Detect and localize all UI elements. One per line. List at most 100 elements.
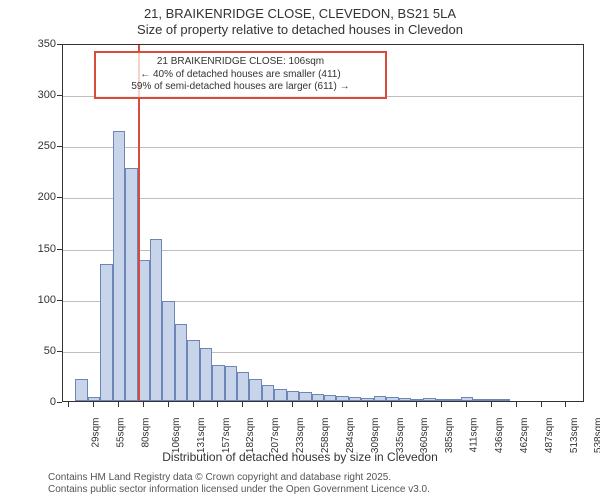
histogram-bar — [274, 389, 286, 401]
histogram-bar — [386, 397, 398, 401]
x-tick-mark — [391, 402, 392, 407]
annotation-line1: 21 BRAIKENRIDGE CLOSE: 106sqm — [102, 56, 378, 69]
y-tick-label: 200 — [38, 191, 56, 203]
annotation-line2: ← 40% of detached houses are smaller (41… — [102, 69, 378, 82]
y-tick-label: 250 — [38, 140, 56, 152]
footer-line1: Contains HM Land Registry data © Crown c… — [48, 472, 430, 484]
x-tick-mark — [491, 402, 492, 407]
histogram-bar — [249, 379, 261, 402]
x-tick-mark — [367, 402, 368, 407]
x-tick-mark — [416, 402, 417, 407]
x-tick-label: 513sqm — [569, 418, 580, 454]
x-tick-mark — [68, 402, 69, 407]
y-tick-label: 50 — [44, 345, 56, 357]
gridline — [63, 198, 583, 199]
x-tick-label: 182sqm — [245, 418, 256, 454]
x-tick-label: 309sqm — [370, 418, 381, 454]
histogram-bar — [423, 398, 435, 401]
x-tick-label: 80sqm — [140, 418, 151, 448]
x-tick-mark — [342, 402, 343, 407]
x-tick-mark — [466, 402, 467, 407]
x-tick-label: 335sqm — [395, 418, 406, 454]
histogram-bar — [312, 394, 324, 401]
x-tick-label: 487sqm — [544, 418, 555, 454]
histogram-bar — [200, 348, 212, 401]
x-tick-mark — [516, 402, 517, 407]
histogram-bar — [374, 396, 386, 401]
x-tick-label: 284sqm — [345, 418, 356, 454]
x-tick-mark — [267, 402, 268, 407]
y-tick-mark — [57, 300, 62, 301]
x-tick-mark — [541, 402, 542, 407]
y-tick-label: 300 — [38, 89, 56, 101]
footer-line2: Contains public sector information licen… — [48, 484, 430, 496]
chart-title-line2: Size of property relative to detached ho… — [0, 22, 600, 37]
x-tick-label: 106sqm — [171, 418, 182, 454]
y-tick-mark — [57, 351, 62, 352]
x-tick-mark — [317, 402, 318, 407]
histogram-bar — [75, 379, 87, 402]
histogram-bar — [100, 264, 112, 401]
y-tick-mark — [57, 44, 62, 45]
x-tick-mark — [143, 402, 144, 407]
histogram-bar — [399, 398, 411, 401]
y-tick-mark — [57, 95, 62, 96]
x-tick-label: 538sqm — [593, 418, 600, 454]
histogram-bar — [237, 372, 249, 401]
histogram-bar — [262, 385, 274, 401]
x-tick-mark — [441, 402, 442, 407]
x-tick-label: 360sqm — [419, 418, 430, 454]
histogram-bar — [113, 131, 125, 401]
x-tick-label: 233sqm — [295, 418, 306, 454]
plot-area: 21 BRAIKENRIDGE CLOSE: 106sqm← 40% of de… — [62, 44, 584, 402]
histogram-bar — [411, 399, 423, 401]
histogram-bar — [349, 397, 361, 401]
annotation-box: 21 BRAIKENRIDGE CLOSE: 106sqm← 40% of de… — [94, 51, 386, 99]
y-tick-label: 0 — [50, 396, 56, 408]
x-tick-mark — [242, 402, 243, 407]
histogram-bar — [324, 395, 336, 401]
histogram-bar — [486, 399, 498, 401]
histogram-bar — [187, 340, 199, 401]
x-tick-label: 55sqm — [116, 418, 127, 448]
x-tick-label: 436sqm — [494, 418, 505, 454]
histogram-bar — [287, 391, 299, 401]
histogram-bar — [212, 365, 224, 401]
y-tick-mark — [57, 402, 62, 403]
x-tick-mark — [168, 402, 169, 407]
histogram-bar — [150, 239, 162, 401]
gridline — [63, 147, 583, 148]
histogram-bar — [461, 397, 473, 401]
gridline — [63, 250, 583, 251]
x-tick-mark — [292, 402, 293, 407]
y-tick-mark — [57, 146, 62, 147]
x-tick-label: 411sqm — [468, 418, 479, 453]
x-tick-mark — [217, 402, 218, 407]
histogram-bar — [299, 392, 311, 401]
histogram-bar — [336, 396, 348, 401]
x-tick-label: 131sqm — [196, 418, 207, 454]
x-tick-mark — [118, 402, 119, 407]
x-tick-label: 29sqm — [91, 418, 102, 448]
y-tick-label: 100 — [38, 294, 56, 306]
histogram-bar — [162, 301, 174, 401]
y-tick-label: 350 — [38, 38, 56, 50]
x-tick-label: 258sqm — [320, 418, 331, 454]
histogram-bar — [175, 324, 187, 401]
histogram-bar — [436, 399, 448, 401]
histogram-bar — [88, 397, 100, 401]
x-tick-mark — [193, 402, 194, 407]
y-tick-label: 150 — [38, 243, 56, 255]
x-tick-label: 207sqm — [270, 418, 281, 454]
x-tick-mark — [93, 402, 94, 407]
histogram-bar — [225, 366, 237, 401]
y-tick-mark — [57, 249, 62, 250]
histogram-bar — [448, 399, 460, 401]
x-tick-label: 157sqm — [221, 418, 232, 454]
histogram-bar — [125, 168, 137, 401]
histogram-bar — [498, 399, 510, 401]
annotation-line3: 59% of semi-detached houses are larger (… — [102, 81, 378, 94]
histogram-bar — [473, 399, 485, 401]
x-tick-label: 462sqm — [519, 418, 530, 454]
x-tick-label: 385sqm — [444, 418, 455, 454]
